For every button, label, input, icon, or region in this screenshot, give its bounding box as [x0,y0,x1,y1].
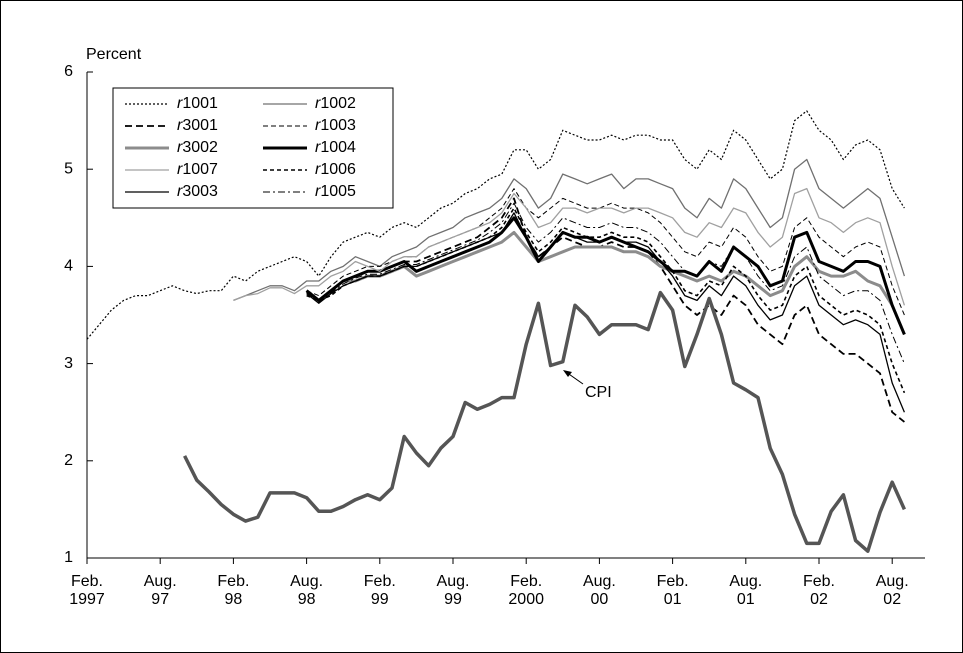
legend-label: r3001 [177,117,218,134]
series-line [305,230,906,335]
legend-label: r1002 [315,95,356,112]
legend-label: r1006 [315,161,356,178]
series-line [306,202,905,364]
legend-label: r1003 [315,117,356,134]
x-tick-label: Aug. 99 [437,573,470,608]
x-tick-label: Feb. 2000 [508,573,544,608]
y-tick-label: 2 [64,452,73,469]
x-tick-label: Feb. 98 [217,573,249,608]
series-line [183,290,906,553]
series-line [306,212,905,413]
y-tick-label: 4 [64,258,73,275]
x-tick-label: Aug. 01 [729,573,762,608]
y-tick-label: 1 [64,549,73,566]
x-tick-label: Aug. 98 [290,573,323,608]
series-line [233,158,906,302]
x-tick-label: Feb. 1997 [69,573,105,608]
annotation: CPI [585,384,612,401]
x-tick-label: Aug. 97 [144,573,177,608]
y-axis-label: Percent [86,46,142,63]
plot [86,110,906,553]
legend-label: r1005 [315,183,356,200]
legend-label: r1004 [315,139,356,156]
legend-label: r1007 [177,161,218,178]
x-tick-label: Feb. 99 [364,573,396,608]
series-line [86,110,905,340]
series-line [306,188,905,316]
y-tick-label: 6 [64,63,73,80]
y-tick-label: 3 [64,355,73,372]
y-tick-label: 5 [64,160,73,177]
x-tick-label: Aug. 00 [583,573,616,608]
x-tick-label: Aug. 02 [876,573,909,608]
arrow-head [563,370,572,377]
x-tick-label: Feb. 02 [803,573,835,608]
legend-label: r1001 [177,95,218,112]
x-tick-label: Feb. 01 [657,573,689,608]
legend-label: r3003 [177,183,218,200]
legend-label: r3002 [177,139,218,156]
series-line [233,187,906,306]
